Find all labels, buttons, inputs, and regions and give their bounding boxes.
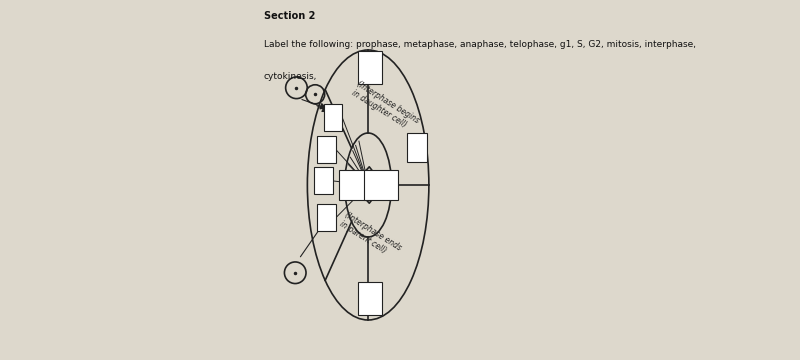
Bar	[314, 167, 333, 194]
Bar	[323, 104, 342, 131]
Bar	[338, 170, 370, 200]
Bar	[318, 204, 336, 231]
Bar	[407, 133, 426, 162]
Bar	[358, 282, 382, 315]
Text: (Interphase begins
in daughter cell): (Interphase begins in daughter cell)	[350, 80, 422, 134]
Bar	[358, 51, 382, 84]
Text: cytokinesis,: cytokinesis,	[264, 72, 317, 81]
Text: Label the following: prophase, metaphase, anaphase, telophase, g1, S, G2, mitosi: Label the following: prophase, metaphase…	[264, 40, 696, 49]
Text: Section 2: Section 2	[264, 11, 315, 21]
Bar	[318, 136, 336, 163]
Bar	[364, 170, 398, 200]
Text: (Interphase ends
in parent cell): (Interphase ends in parent cell)	[338, 211, 403, 262]
